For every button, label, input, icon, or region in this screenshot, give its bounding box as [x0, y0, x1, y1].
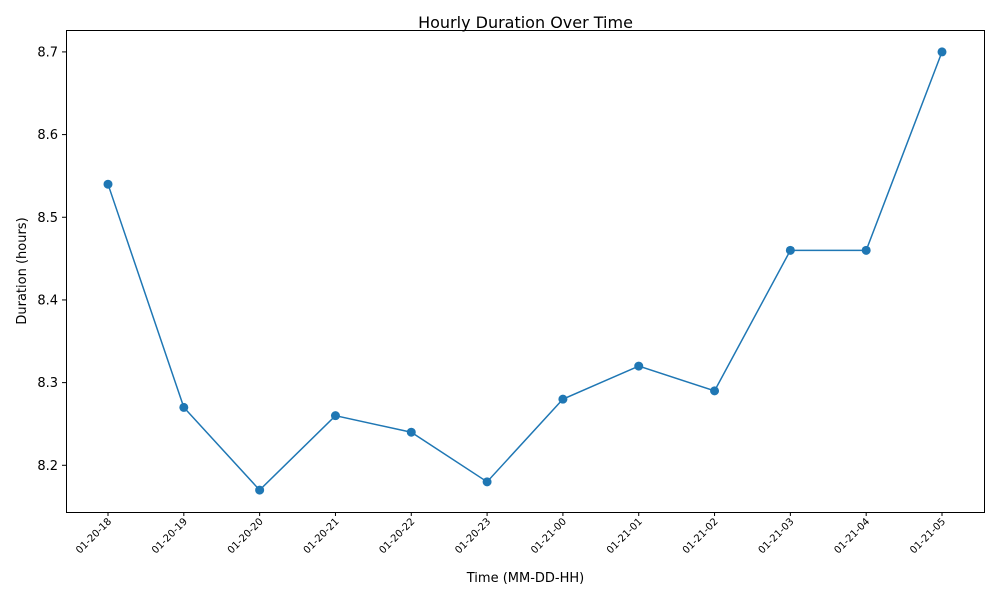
x-tick-label: 01-21-03: [757, 516, 797, 556]
y-tick-label: 8.6: [37, 128, 58, 143]
x-tick-label: 01-20-23: [453, 516, 493, 556]
x-tick-label: 01-21-02: [681, 516, 721, 556]
x-tick-label: 01-20-22: [378, 516, 418, 556]
y-axis-label: Duration (hours): [15, 217, 30, 324]
data-point: [179, 402, 189, 412]
data-point: [482, 477, 492, 487]
y-tick-label: 8.3: [37, 376, 58, 391]
x-tick-label: 01-21-01: [605, 516, 645, 556]
data-point: [255, 485, 265, 495]
x-tick-label: 01-20-19: [150, 516, 190, 556]
data-point: [103, 179, 113, 189]
data-point: [785, 245, 795, 255]
y-tick-label: 8.4: [37, 293, 58, 308]
data-point: [330, 411, 340, 421]
plot-frame: [66, 30, 985, 513]
data-point: [710, 386, 720, 396]
y-tick-label: 8.5: [37, 211, 58, 226]
x-axis-label: Time (MM-DD-HH): [466, 571, 584, 586]
chart-title: Hourly Duration Over Time: [418, 13, 633, 32]
y-tick-label: 8.2: [37, 459, 58, 474]
data-point: [937, 47, 947, 57]
x-tick-label: 01-21-05: [908, 516, 948, 556]
series-line: [107, 51, 943, 492]
data-point: [406, 427, 416, 437]
x-tick-label: 01-20-21: [302, 516, 342, 556]
y-axis: 8.2 8.3 8.4 8.5 8.6 8.7: [37, 45, 66, 474]
x-tick-label: 01-21-04: [832, 516, 872, 556]
data-point: [861, 245, 871, 255]
data-points: [103, 47, 947, 495]
x-tick-label: 01-20-20: [226, 516, 266, 556]
data-point: [634, 361, 644, 371]
x-axis: 01-20-18 01-20-19 01-20-20 01-20-21 01-20-22…: [74, 512, 948, 556]
x-tick-label: 01-20-18: [74, 516, 114, 556]
data-point: [558, 394, 568, 404]
x-tick-label: 01-21-00: [529, 516, 569, 556]
y-tick-label: 8.7: [37, 45, 58, 60]
